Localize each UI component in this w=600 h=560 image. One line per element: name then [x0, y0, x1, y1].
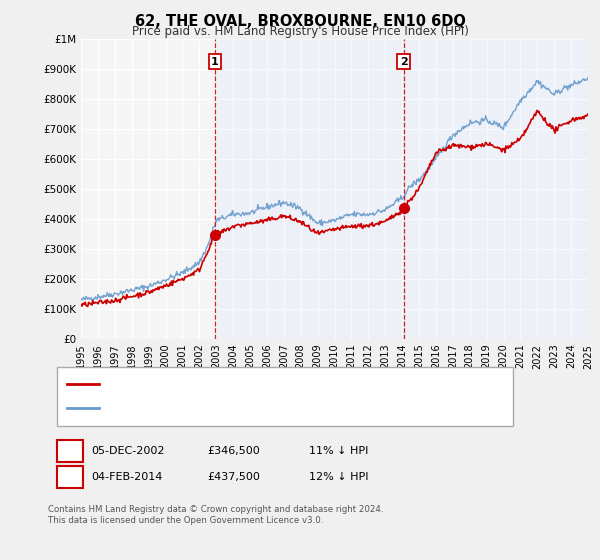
Text: £437,500: £437,500 — [207, 472, 260, 482]
Text: 11% ↓ HPI: 11% ↓ HPI — [309, 446, 368, 456]
Text: 62, THE OVAL, BROXBOURNE, EN10 6DQ: 62, THE OVAL, BROXBOURNE, EN10 6DQ — [134, 14, 466, 29]
Text: Price paid vs. HM Land Registry's House Price Index (HPI): Price paid vs. HM Land Registry's House … — [131, 25, 469, 38]
Text: HPI: Average price, detached house, Broxbourne: HPI: Average price, detached house, Brox… — [103, 403, 368, 413]
Text: 1: 1 — [66, 446, 74, 456]
Text: 1: 1 — [211, 57, 219, 67]
Text: £346,500: £346,500 — [207, 446, 260, 456]
Bar — [404, 39, 588, 339]
Text: 62, THE OVAL, BROXBOURNE, EN10 6DQ (detached house): 62, THE OVAL, BROXBOURNE, EN10 6DQ (deta… — [103, 379, 425, 389]
Text: 05-DEC-2002: 05-DEC-2002 — [91, 446, 164, 456]
Text: 2: 2 — [400, 57, 407, 67]
Text: Contains HM Land Registry data © Crown copyright and database right 2024.
This d: Contains HM Land Registry data © Crown c… — [48, 505, 383, 525]
Text: 2: 2 — [66, 472, 74, 482]
Bar — [215, 39, 404, 339]
Text: 04-FEB-2014: 04-FEB-2014 — [91, 472, 163, 482]
Text: 12% ↓ HPI: 12% ↓ HPI — [309, 472, 368, 482]
